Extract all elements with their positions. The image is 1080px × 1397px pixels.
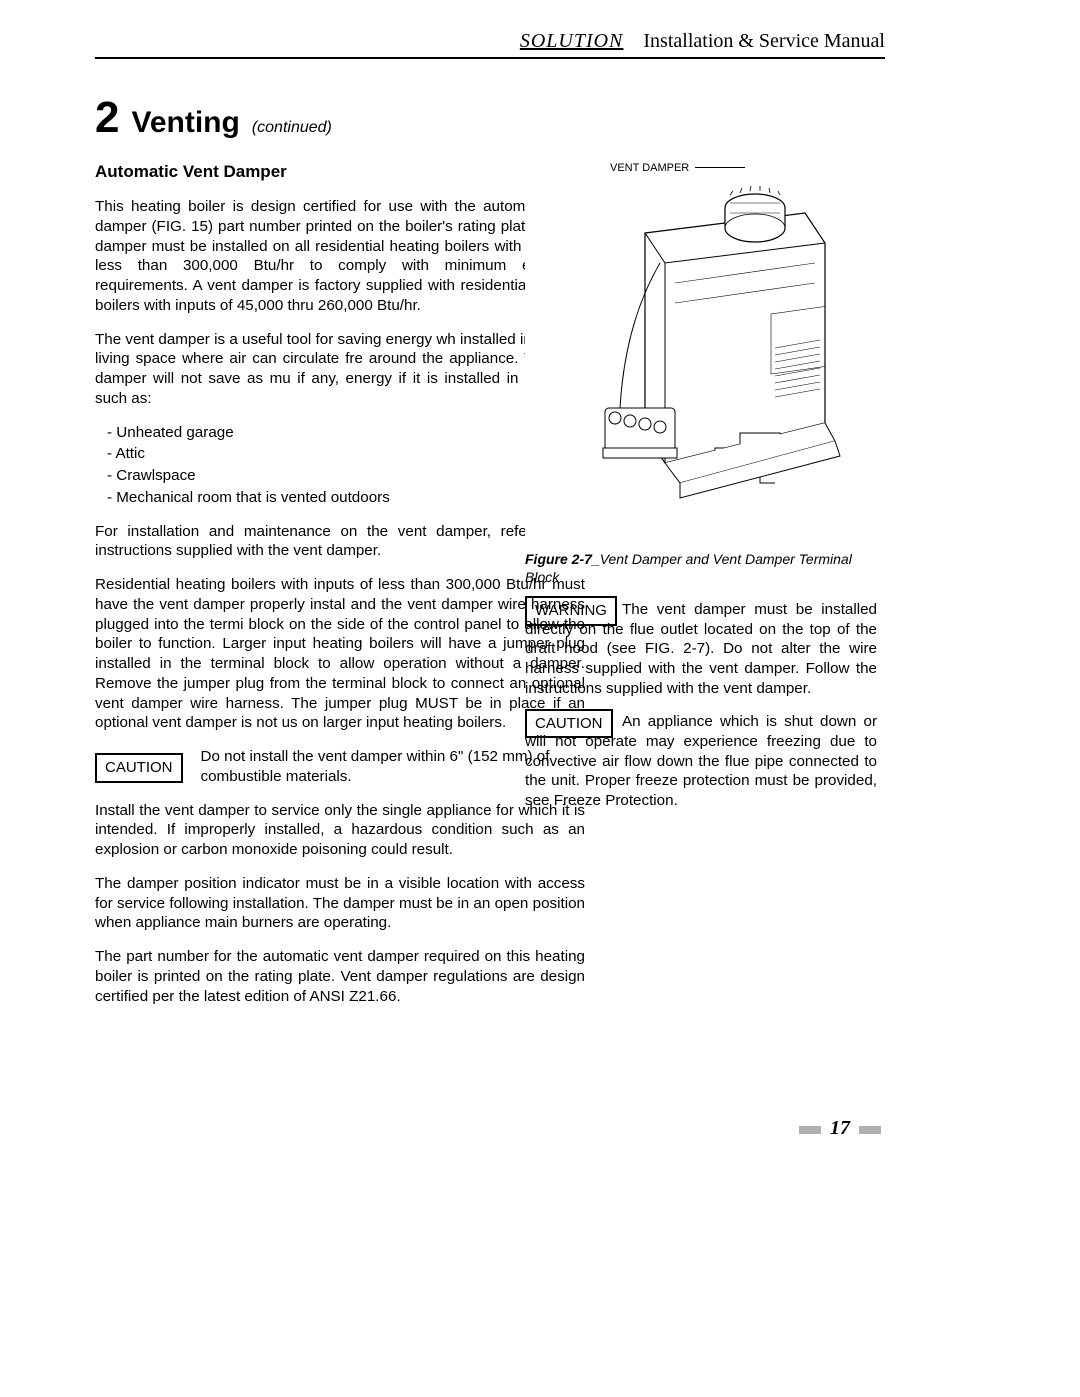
caution-block-1: CAUTION Do not install the vent damper w…: [95, 747, 585, 787]
boiler-drawing: [565, 173, 865, 533]
para-5: Install the vent damper to service only …: [95, 801, 585, 860]
section-heading: 2 Venting (continued): [95, 93, 885, 143]
para-6: The damper position indicator must be in…: [95, 874, 585, 933]
figure-caption: Figure 2-7_Vent Damper and Vent Damper T…: [525, 550, 877, 586]
page-number: 17: [795, 1117, 885, 1140]
list-item: - Mechanical room that is vented outdoor…: [107, 488, 585, 508]
para-2: The vent damper is a useful tool for sav…: [95, 330, 585, 409]
page-number-bar-left: [799, 1126, 821, 1134]
figure-2-7: VENT DAMPER: [525, 161, 875, 546]
page-header: SOLUTION Installation & Service Manual: [95, 30, 885, 59]
brand-logo: SOLUTION: [520, 30, 624, 53]
para-3: For installation and maintenance on the …: [95, 522, 585, 562]
list-item: - Crawlspace: [107, 466, 585, 486]
para-7: The part number for the automatic vent d…: [95, 947, 585, 1006]
para-4: Residential heating boilers with inputs …: [95, 575, 585, 733]
caution-block-2: CAUTION An appliance which is shut down …: [525, 709, 877, 811]
page-number-value: 17: [830, 1117, 850, 1139]
figure-leader-line: [695, 167, 745, 168]
list-item: - Unheated garage: [107, 423, 585, 443]
page-number-bar-right: [859, 1126, 881, 1134]
list-item: - Attic: [107, 444, 585, 464]
caution-label: CAUTION: [95, 753, 183, 783]
figure-number: Figure 2-7_: [525, 551, 600, 567]
section-number: 2: [95, 93, 119, 143]
section-continued: (continued): [252, 119, 332, 137]
location-list: - Unheated garage - Attic - Crawlspace -…: [107, 423, 585, 508]
section-name: Venting: [131, 106, 239, 140]
subheading: Automatic Vent Damper: [95, 161, 585, 183]
manual-title: Installation & Service Manual: [643, 30, 885, 53]
warning-block: WARNING The vent damper must be installe…: [525, 596, 877, 698]
para-1: This heating boiler is design certified …: [95, 197, 585, 316]
